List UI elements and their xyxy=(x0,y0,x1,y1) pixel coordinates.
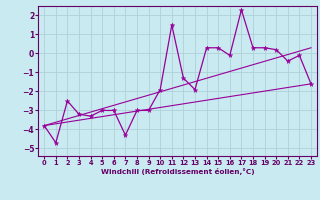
X-axis label: Windchill (Refroidissement éolien,°C): Windchill (Refroidissement éolien,°C) xyxy=(101,168,254,175)
